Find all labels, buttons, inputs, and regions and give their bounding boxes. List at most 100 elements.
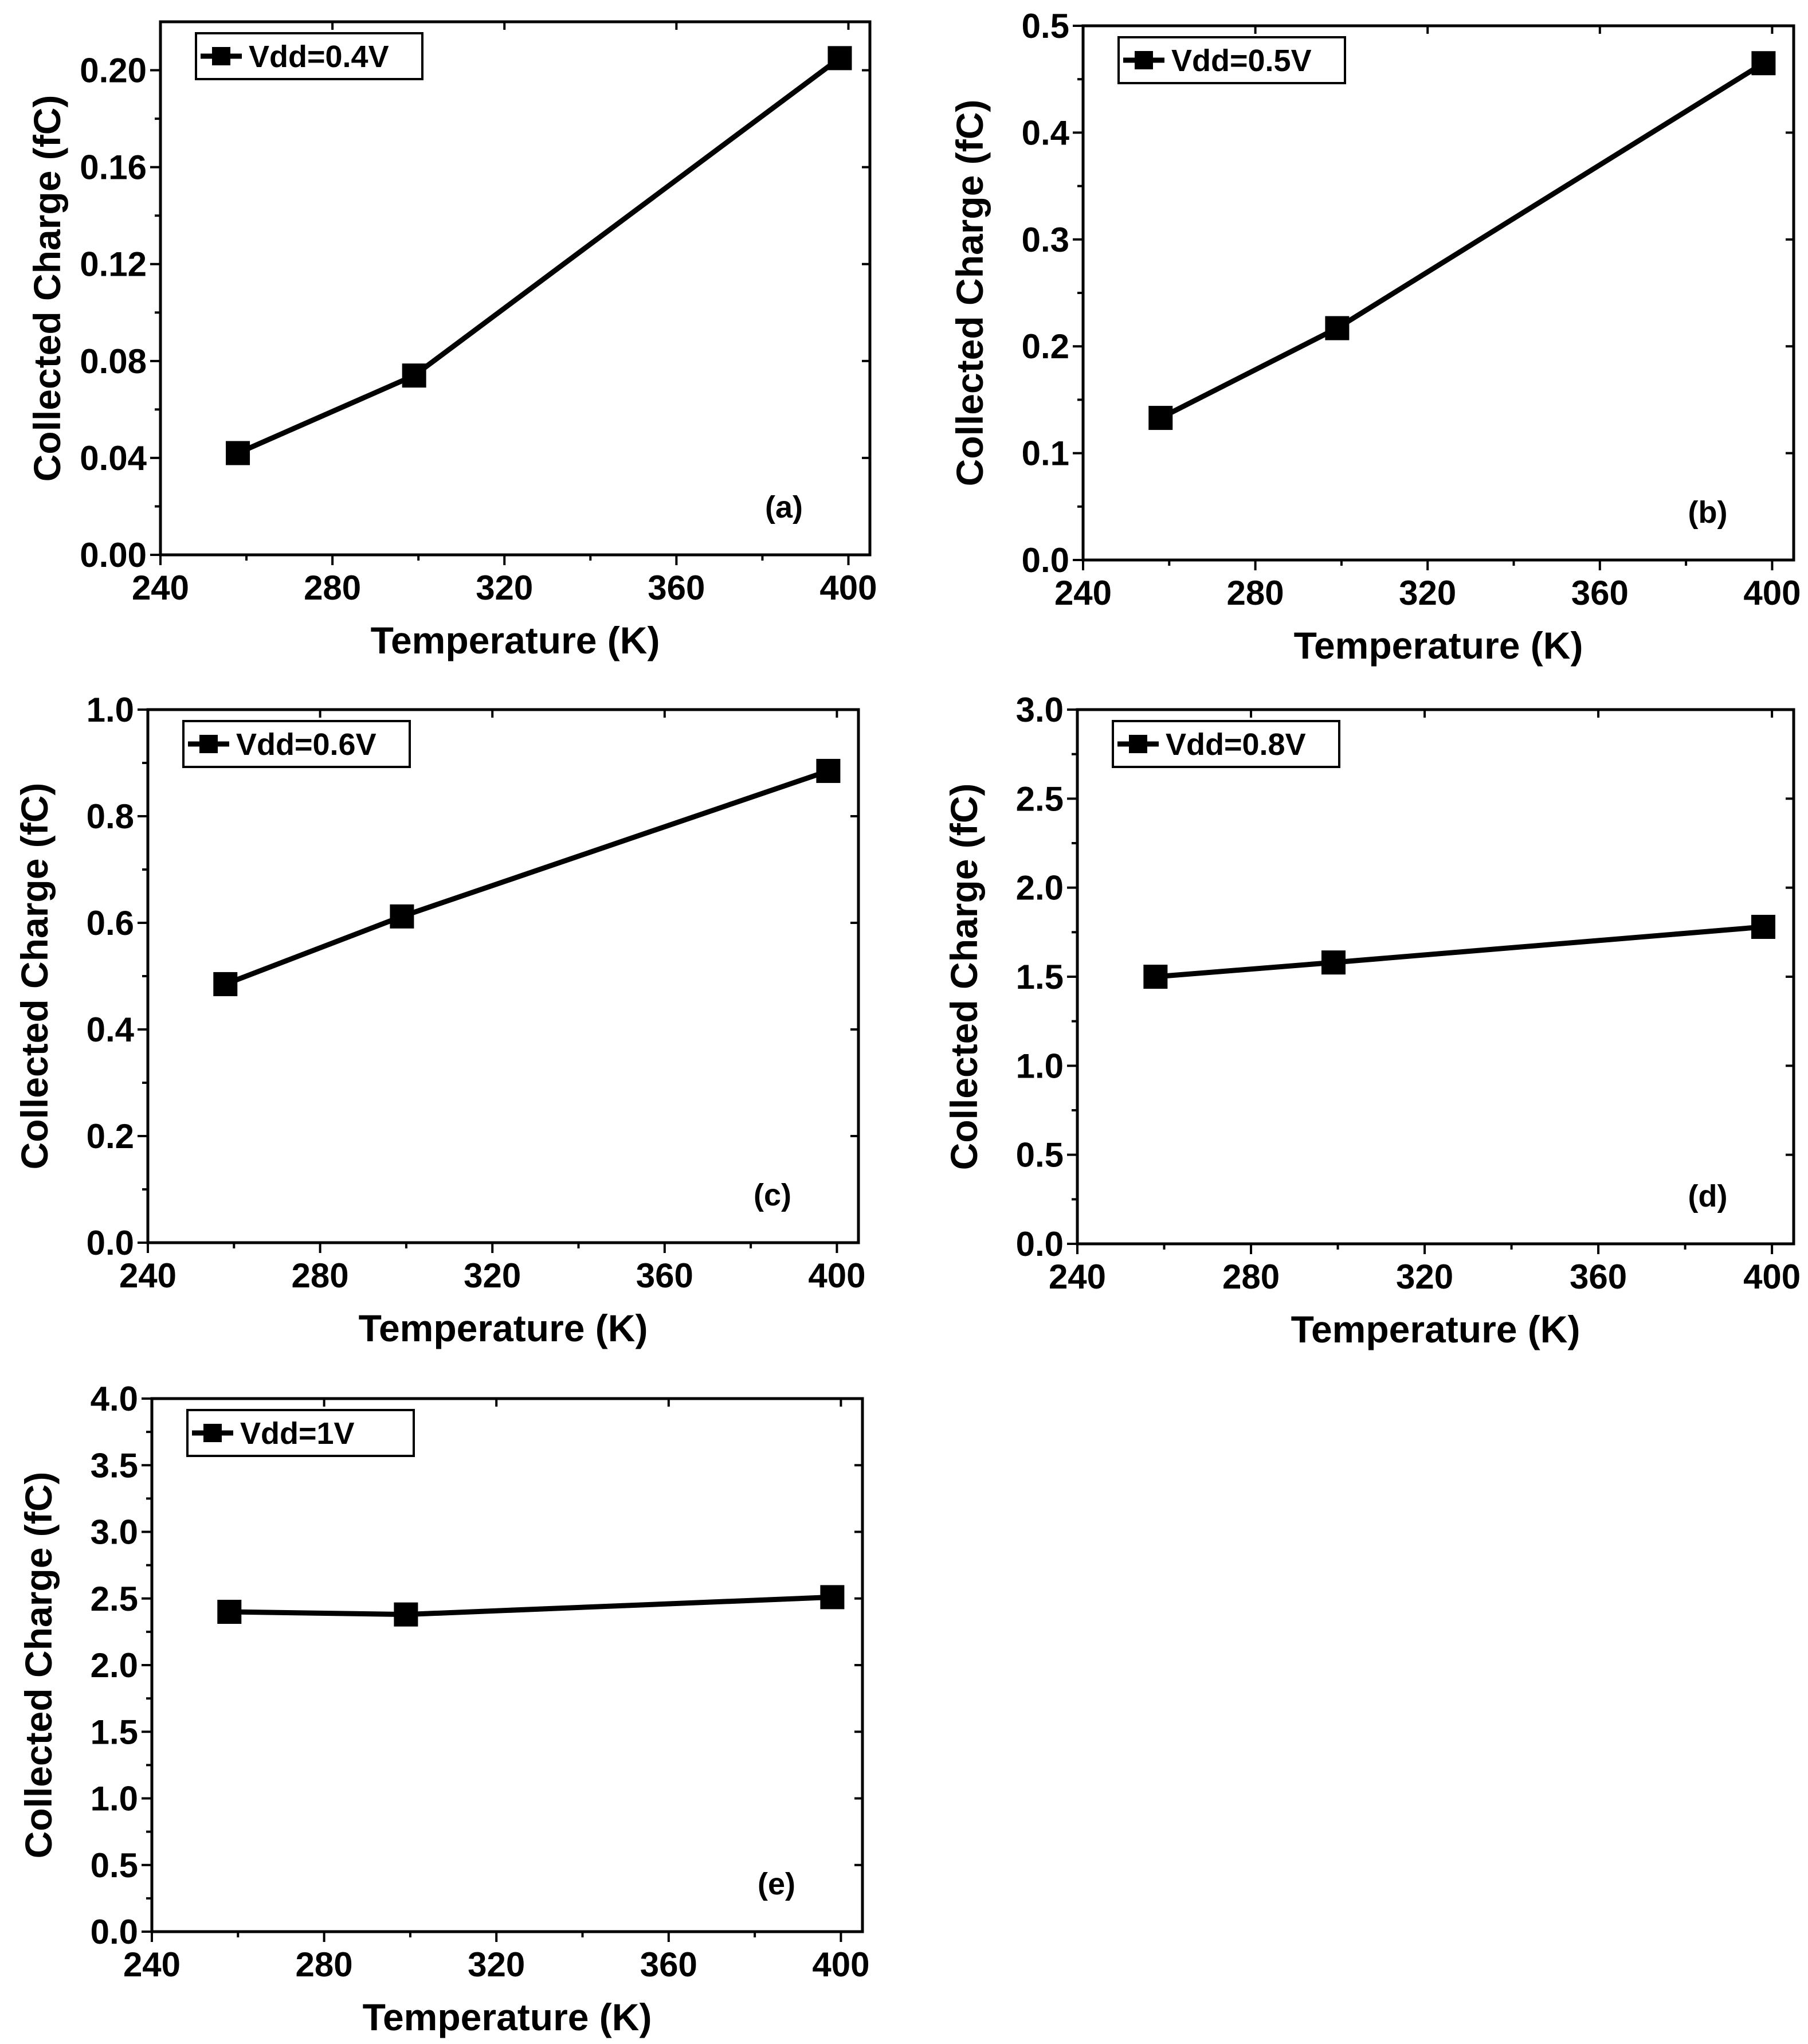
panel-c-legend-label: Vdd=0.6V: [236, 727, 376, 762]
panel-c-x-tick-label: 320: [464, 1256, 521, 1295]
panel-d-legend-marker: [1129, 735, 1147, 753]
panel-a-x-tick-label: 360: [648, 569, 705, 607]
panel-b-y-tick-label: 0.1: [1022, 434, 1069, 473]
panel-c-y-tick-label: 0.2: [87, 1117, 134, 1156]
panel-d-x-tick-label: 280: [1222, 1258, 1280, 1296]
panel-d-data-point: [1321, 950, 1346, 975]
panel-b-y-axis-label: Collected Charge (fC): [948, 100, 991, 487]
panel-c-y-tick-label: 0.6: [87, 904, 134, 942]
panel-b-x-tick-label: 360: [1571, 574, 1629, 612]
panel-b-data-point: [1751, 51, 1776, 76]
panel-e-y-tick-label: 3.5: [91, 1446, 138, 1485]
panel-e-panel-label: (e): [758, 1867, 795, 1901]
panel-d-data-point: [1143, 965, 1168, 989]
panel-a-x-tick-label: 400: [819, 569, 877, 607]
panel-c-data-point: [213, 972, 238, 996]
panel-a-panel-label: (a): [765, 490, 803, 524]
panel-b-x-tick-label: 240: [1054, 574, 1112, 612]
panel-c-y-tick-label: 1.0: [87, 691, 134, 729]
panel-b-x-tick-label: 320: [1399, 574, 1456, 612]
panel-c-x-tick-label: 280: [292, 1256, 349, 1295]
panel-e-data-point: [217, 1600, 242, 1624]
panel-e-x-tick-label: 320: [468, 1945, 525, 1984]
panel-e-x-tick-label: 400: [812, 1945, 869, 1984]
panel-b-y-tick-label: 0.0: [1022, 541, 1069, 579]
panel-a-x-tick-label: 280: [304, 569, 361, 607]
panel-a-y-tick-label: 0.04: [80, 439, 147, 477]
panel-e-y-tick-label: 0.5: [91, 1846, 138, 1885]
panel-b-series-line: [1159, 61, 1765, 421]
panel-d-y-tick-label: 1.0: [1016, 1047, 1064, 1085]
panel-a-data-point: [402, 363, 426, 388]
chart-panel-b: 240 280 320 360 400 0.0 0.1 0.2 0.3 0.4 0.5 Tempera…: [948, 7, 1801, 667]
panel-d-x-axis-label: Temperature (K): [1291, 1308, 1580, 1350]
chart-panel-c: 240 280 320 360 400 0.0 0.2 0.4 0.6 0.8 1.0 Tempera…: [13, 691, 865, 1349]
panel-a-plot-frame: [159, 20, 872, 557]
panel-d-y-tick-label: 3.0: [1016, 691, 1064, 729]
panel-a-y-tick-label: 0.08: [80, 342, 147, 381]
panel-b-y-tick-label: 0.4: [1022, 113, 1070, 152]
panel-c-x-axis-label: Temperature (K): [359, 1307, 648, 1349]
panel-b-legend-marker: [1135, 51, 1153, 69]
panel-e-y-tick-label: 4.0: [91, 1380, 138, 1418]
panel-c-y-tick-label: 0.0: [87, 1224, 134, 1262]
chart-panel-d: 240 280 320 360 400 0.0 0.5 1.0 1.5 2.0 2.5 3.0 Temp…: [943, 691, 1801, 1350]
panel-e-data-point: [394, 1602, 418, 1627]
panel-e-x-tick-label: 360: [640, 1945, 697, 1984]
panel-c-x-tick-label: 360: [636, 1256, 693, 1295]
panel-c-panel-label: (c): [754, 1178, 791, 1212]
panel-a-y-tick-label: 0.16: [80, 148, 147, 187]
panel-d-y-tick-label: 2.0: [1016, 869, 1064, 907]
panel-e-legend-label: Vdd=1V: [240, 1416, 355, 1451]
panel-e-series-line: [229, 1594, 833, 1618]
panel-d-panel-label: (d): [1688, 1179, 1728, 1213]
panel-e-x-tick-label: 240: [123, 1945, 181, 1984]
panel-d-y-tick-label: 0.5: [1016, 1136, 1064, 1174]
panel-d-y-tick-label: 0.0: [1016, 1225, 1064, 1263]
panel-d-y-tick-label: 1.5: [1016, 958, 1064, 996]
panel-b-y-tick-label: 0.2: [1022, 327, 1069, 366]
panel-c-x-tick-label: 400: [808, 1256, 865, 1295]
panel-d-y-axis-label: Collected Charge (fC): [943, 784, 985, 1170]
panel-e-y-tick-label: 0.0: [91, 1913, 138, 1951]
panel-a-x-tick-label: 240: [132, 569, 189, 607]
panel-e-y-tick-label: 2.5: [91, 1580, 138, 1618]
panel-c-series-line: [224, 768, 829, 987]
panel-e-y-tick-label: 1.5: [91, 1713, 138, 1751]
panel-a-legend-marker: [212, 47, 230, 65]
panel-c-data-point: [390, 904, 414, 929]
panel-c-y-tick-label: 0.8: [87, 797, 134, 836]
panel-a-y-tick-label: 0.20: [80, 52, 147, 90]
panel-b-x-axis-label: Temperature (K): [1294, 624, 1583, 667]
panel-a-data-point: [827, 46, 852, 71]
panel-b-data-point: [1148, 406, 1173, 430]
panel-c-data-point: [816, 758, 841, 783]
panel-e-x-tick-label: 280: [296, 1945, 353, 1984]
panel-d-y-tick-label: 2.5: [1016, 780, 1064, 818]
panel-d-series-line: [1155, 924, 1764, 980]
panel-e-y-tick-label: 1.0: [91, 1780, 138, 1818]
panel-e-y-axis-label: Collected Charge (fC): [17, 1472, 60, 1859]
panel-a-legend-label: Vdd=0.4V: [249, 40, 389, 74]
panel-d-x-tick-label: 360: [1570, 1258, 1627, 1296]
panel-c-y-tick-label: 0.4: [87, 1011, 135, 1049]
panel-d-data-point: [1751, 915, 1775, 939]
panel-e-legend-marker: [203, 1424, 222, 1442]
panel-e-y-tick-label: 3.0: [91, 1513, 138, 1552]
panel-b-y-tick-label: 0.5: [1022, 7, 1069, 45]
panel-b-legend-label: Vdd=0.5V: [1171, 44, 1312, 78]
panel-a-y-tick-label: 0.12: [80, 245, 147, 284]
panel-b-plot-frame: [1081, 24, 1795, 562]
panel-e-y-tick-label: 2.0: [91, 1646, 138, 1685]
panel-c-x-tick-label: 240: [119, 1256, 177, 1295]
chart-panel-e: 240 280 320 360 400 0.0 0.5 1.0 1.5 2.0 2.5 3.0 3.5 4…: [17, 1380, 869, 2038]
panel-b-x-tick-label: 400: [1743, 574, 1801, 612]
panel-a-x-axis-label: Temperature (K): [371, 619, 660, 661]
panel-c-legend-marker: [199, 735, 218, 753]
panel-b-y-tick-label: 0.3: [1022, 221, 1069, 259]
panel-e-data-point: [820, 1585, 845, 1610]
panel-d-x-tick-label: 400: [1743, 1258, 1801, 1296]
panel-c-y-axis-label: Collected Charge (fC): [13, 783, 56, 1170]
panel-a-data-point: [226, 441, 250, 465]
